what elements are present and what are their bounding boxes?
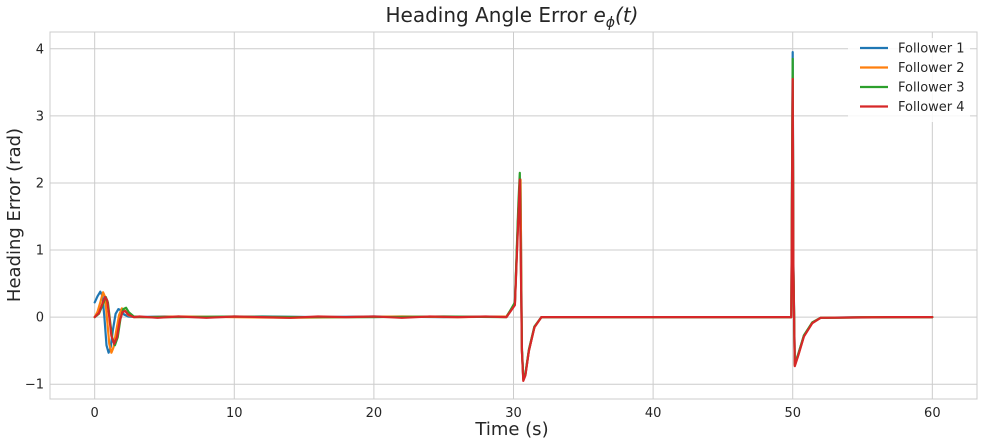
- y-tick-labels: −1 0 1 2 3 4: [25, 42, 44, 392]
- legend-background: [848, 38, 970, 122]
- x-tick-label: 60: [924, 406, 941, 421]
- series-line-follower-4: [93, 77, 934, 382]
- chart-title-tail: (t): [615, 3, 638, 27]
- legend: Follower 1 Follower 2 Follower 3 Follower 4: [848, 38, 970, 122]
- chart-title: Heading Angle Error eϕ(t): [386, 3, 639, 31]
- x-axis-label: Time (s): [474, 419, 548, 440]
- y-axis-label: Heading Error (rad): [4, 128, 25, 302]
- x-tick-labels: 0 10 20 30 40 50 60: [91, 406, 941, 421]
- legend-label-follower-1: Follower 1: [898, 42, 965, 57]
- x-tick-label: 20: [366, 406, 383, 421]
- y-tick-label: 3: [36, 109, 44, 124]
- legend-label-follower-4: Follower 4: [898, 100, 965, 115]
- x-tick-label: 30: [505, 406, 522, 421]
- legend-label-follower-3: Follower 3: [898, 81, 965, 96]
- x-tick-label: 0: [91, 406, 99, 421]
- y-tick-label: 0: [36, 311, 44, 326]
- series-lines: [93, 51, 934, 382]
- y-tick-label: 4: [36, 42, 44, 57]
- x-tick-label: 50: [784, 406, 801, 421]
- chart-title-math: e: [593, 3, 605, 27]
- y-tick-label: 1: [36, 244, 44, 259]
- chart-title-text: Heading Angle Error: [386, 3, 594, 27]
- x-tick-label: 40: [645, 406, 662, 421]
- plot-frame: [49, 31, 978, 400]
- y-tick-label: 2: [36, 176, 44, 191]
- chart-title-subscript: ϕ: [606, 15, 615, 31]
- y-tick-label: −1: [25, 378, 44, 393]
- x-tick-label: 10: [226, 406, 243, 421]
- legend-label-follower-2: Follower 2: [898, 61, 965, 76]
